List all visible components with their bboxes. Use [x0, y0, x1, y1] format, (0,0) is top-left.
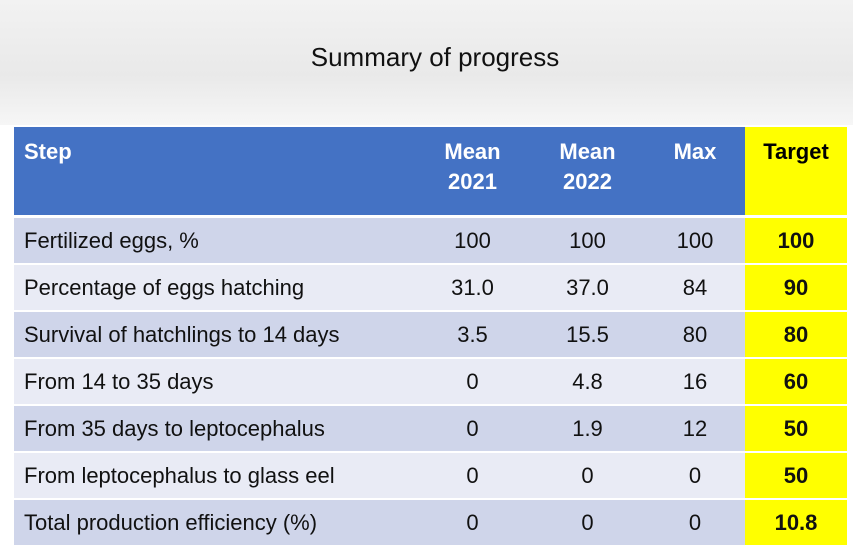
value-cell: 100	[530, 217, 645, 265]
step-cell: From 14 to 35 days	[14, 358, 415, 405]
value-cell: 90	[745, 264, 847, 311]
value-cell: 84	[645, 264, 745, 311]
value-cell: 0	[415, 405, 530, 452]
value-cell: 100	[645, 217, 745, 265]
value-cell: 1.9	[530, 405, 645, 452]
value-cell: 0	[645, 499, 745, 545]
value-cell: 12	[645, 405, 745, 452]
value-cell: 37.0	[530, 264, 645, 311]
value-cell: 0	[415, 499, 530, 545]
slide-title: Summary of progress	[0, 42, 853, 73]
step-cell: From 35 days to leptocephalus	[14, 405, 415, 452]
column-header: Mean 2022	[530, 127, 645, 217]
step-cell: Percentage of eggs hatching	[14, 264, 415, 311]
value-cell: 50	[745, 405, 847, 452]
column-header: Max	[645, 127, 745, 217]
step-cell: Survival of hatchlings to 14 days	[14, 311, 415, 358]
column-header: Target	[745, 127, 847, 217]
page: Summary of progress StepMean 2021Mean 20…	[0, 0, 853, 551]
column-header: Step	[14, 127, 415, 217]
step-cell: Fertilized eggs, %	[14, 217, 415, 265]
column-header: Mean 2021	[415, 127, 530, 217]
value-cell: 100	[415, 217, 530, 265]
value-cell: 50	[745, 452, 847, 499]
value-cell: 0	[530, 499, 645, 545]
step-cell: From leptocephalus to glass eel	[14, 452, 415, 499]
value-cell: 60	[745, 358, 847, 405]
value-cell: 0	[530, 452, 645, 499]
value-cell: 0	[645, 452, 745, 499]
value-cell: 16	[645, 358, 745, 405]
value-cell: 0	[415, 452, 530, 499]
value-cell: 10.8	[745, 499, 847, 545]
step-cell: Total production efficiency (%)	[14, 499, 415, 545]
value-cell: 15.5	[530, 311, 645, 358]
value-cell: 0	[415, 358, 530, 405]
value-cell: 100	[745, 217, 847, 265]
value-cell: 80	[745, 311, 847, 358]
value-cell: 3.5	[415, 311, 530, 358]
value-cell: 31.0	[415, 264, 530, 311]
value-cell: 4.8	[530, 358, 645, 405]
value-cell: 80	[645, 311, 745, 358]
